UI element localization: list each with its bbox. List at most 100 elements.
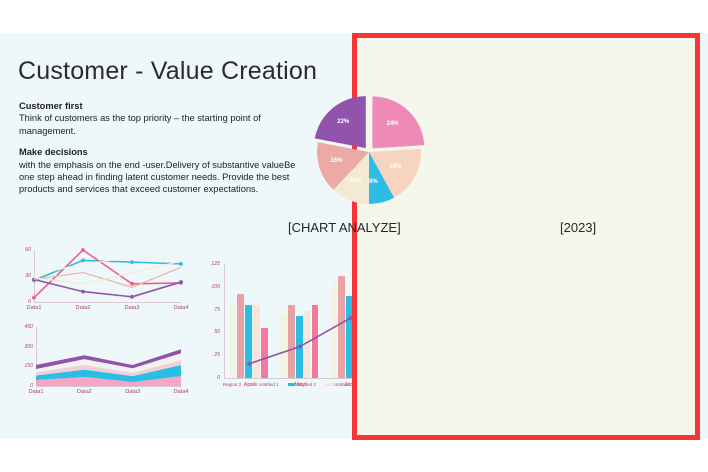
- line-data-point[interactable]: [130, 260, 134, 265]
- line-data-point[interactable]: [671, 168, 675, 173]
- legend-item[interactable]: Untitled 2: [287, 382, 316, 387]
- legend-item[interactable]: Section5: [585, 376, 613, 381]
- overlay-line-svg: [512, 275, 663, 309]
- overlay-line-series[interactable]: [514, 276, 661, 308]
- legend-item[interactable]: Untitled 4: [362, 382, 391, 387]
- bar[interactable]: [303, 310, 311, 378]
- line-data-point[interactable]: [81, 289, 85, 294]
- area-band[interactable]: [36, 365, 181, 383]
- legend-item[interactable]: Section1: [657, 376, 684, 381]
- overlay-line-point[interactable]: [658, 284, 663, 289]
- bar[interactable]: [346, 295, 354, 378]
- y-axis-tick-label: 50: [214, 329, 220, 336]
- legend-swatch: [513, 377, 521, 381]
- bar[interactable]: [237, 294, 245, 378]
- overlay-line-point[interactable]: [609, 304, 614, 309]
- line-data-point[interactable]: [179, 261, 183, 266]
- area-band[interactable]: [36, 349, 181, 369]
- line-series[interactable]: [489, 166, 674, 189]
- line-data-point[interactable]: [610, 145, 614, 149]
- x-axis-tick-label: June: [344, 382, 357, 388]
- line-data-point[interactable]: [549, 130, 553, 135]
- x-axis-tick-label: Data4: [173, 389, 189, 395]
- y-axis-tick-label: 100: [211, 283, 220, 290]
- line-series[interactable]: [33, 257, 181, 276]
- area-band[interactable]: [36, 360, 181, 377]
- line-data-point[interactable]: [32, 277, 36, 282]
- bar[interactable]: [311, 305, 319, 378]
- area-chart[interactable]: 0 150 300 450 Data1 Data2 Data3 Data4: [14, 322, 189, 404]
- bar[interactable]: [253, 305, 260, 378]
- bar[interactable]: [330, 282, 338, 378]
- legend-label: Untitled 2: [296, 382, 316, 387]
- line-data-point[interactable]: [179, 280, 183, 284]
- area-band[interactable]: [36, 376, 181, 386]
- legend-swatch: [399, 383, 407, 387]
- overlay-line-point[interactable]: [561, 275, 566, 280]
- legend-item[interactable]: Section2: [478, 376, 505, 381]
- line-data-point[interactable]: [610, 185, 614, 190]
- line-chart-small[interactable]: 0 30 60 Data1 Data2 Data3 Data4: [14, 246, 189, 318]
- line-data-point[interactable]: [488, 186, 492, 191]
- legend-label: Section2: [487, 376, 505, 381]
- bar-chart-sections[interactable]: 110100Data1Data2Data3Data4Section2Sectio…: [468, 258, 693, 406]
- body-heading-1: Customer first: [19, 101, 83, 111]
- legend-swatch: [213, 383, 221, 387]
- legend-label: Region 1: [408, 382, 428, 387]
- line-chart-2023[interactable]: 0 30 60 90 Data1 Data2 Data3 Data4: [468, 96, 683, 214]
- bar[interactable]: [287, 305, 295, 378]
- line-data-point[interactable]: [81, 258, 85, 263]
- body-text-block: Customer first Think of customers as the…: [19, 100, 309, 205]
- legend-item[interactable]: Section3: [513, 376, 541, 381]
- y-axis-tick-label: 450: [24, 324, 33, 330]
- line-data-point[interactable]: [130, 281, 134, 286]
- y-axis-tick-label: 0: [217, 375, 220, 381]
- legend-label: Section5: [594, 376, 613, 381]
- x-axis-line: [34, 302, 181, 303]
- line-data-point[interactable]: [32, 295, 36, 300]
- bar[interactable]: [229, 303, 237, 378]
- legend-item[interactable]: Section6: [621, 376, 649, 381]
- overlay-line-point[interactable]: [348, 316, 353, 321]
- y-axis-tick-label: 0: [30, 383, 33, 389]
- legend-item[interactable]: Untitled 3: [325, 382, 353, 387]
- x-axis-line: [224, 378, 426, 379]
- overlay-line-point[interactable]: [512, 280, 517, 285]
- line-data-point[interactable]: [81, 248, 85, 252]
- legend-item[interactable]: Region 1: [399, 382, 428, 387]
- bar[interactable]: [338, 275, 346, 378]
- chart-legend: Section2 Section3 Section4 Section5 Section6…: [478, 376, 688, 381]
- overlay-line-point[interactable]: [247, 361, 252, 366]
- legend-swatch: [585, 377, 593, 381]
- line-series[interactable]: [33, 278, 182, 298]
- area-band[interactable]: [36, 353, 181, 373]
- legend-item[interactable]: Section4: [549, 376, 577, 381]
- page-title: Customer - Value Creation: [18, 57, 318, 85]
- chart-legend: Region 2 Untitled 1 Untitled 2 Untitled 3 Un…: [204, 382, 446, 387]
- line-series[interactable]: [33, 266, 182, 288]
- legend-swatch: [549, 377, 557, 381]
- overlay-line-point[interactable]: [398, 287, 403, 292]
- legend-item[interactable]: Untitled 1: [250, 382, 279, 387]
- line-data-point[interactable]: [610, 170, 614, 175]
- line-series[interactable]: [489, 131, 674, 190]
- x-axis-tick-label: Data1: [28, 389, 44, 395]
- bar[interactable]: [245, 305, 253, 378]
- bar[interactable]: [261, 327, 268, 378]
- line-series[interactable]: [33, 249, 182, 299]
- line-series[interactable]: [33, 260, 182, 285]
- line-data-point[interactable]: [549, 179, 553, 184]
- bar[interactable]: [280, 314, 287, 378]
- pie-chart[interactable]: 24% 18% 8% 12% 16% 22%: [305, 88, 433, 216]
- legend-item[interactable]: Region 2: [213, 382, 241, 387]
- line-data-point[interactable]: [549, 143, 553, 147]
- y-axis-line: [34, 250, 35, 302]
- legend-label: Section6: [630, 376, 649, 381]
- overlay-line-point[interactable]: [297, 344, 302, 349]
- line-data-point[interactable]: [671, 147, 675, 151]
- line-data-point[interactable]: [130, 294, 134, 299]
- bar-chart-months[interactable]: 0255075100125020406080AprilMayJuneJulyRe…: [200, 258, 450, 406]
- overlay-line-series[interactable]: [248, 288, 402, 365]
- x-axis-tick-label: Data3: [125, 389, 141, 395]
- legend-label: Section1: [666, 376, 685, 381]
